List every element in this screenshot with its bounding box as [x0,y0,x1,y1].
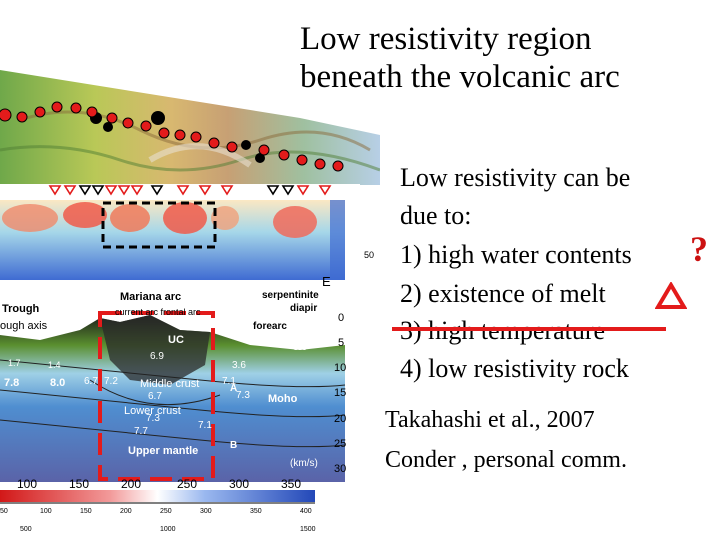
bottom-tick: 400 [300,508,312,515]
reference-2: Conder , personal comm. [385,447,627,473]
strikethrough-line [392,327,666,331]
label-lower-crust: Lower crust [124,405,181,417]
bottom-tick-2: 1000 [160,526,176,533]
bottom-tick: 300 [200,508,212,515]
label-serpentinite: serpentinite [262,290,319,301]
depth-tick: 15 [334,387,347,399]
velocity-value: 7.2 [104,376,118,387]
label-moho: Moho [268,393,298,405]
reference-1: Takahashi et al., 2007 [385,407,595,433]
depth-tick: 0 [338,312,345,324]
velocity-section [0,315,345,482]
distance-tick: 350 [281,477,302,491]
velocity-value: 1.4 [48,360,61,370]
label-arc-sub: current arc frontal arc [115,307,201,317]
reason-rock: 4) low resistivity rock [400,354,629,383]
distance-tick: 150 [69,477,90,491]
depth-tick: 20 [334,413,347,425]
label-east: E [322,274,331,289]
velocity-value: 7.1 [222,376,236,387]
velocity-value: 3.6 [232,360,246,371]
velocity-value: 7.8 [4,377,20,389]
velocity-value: 7.1 [198,420,212,431]
velocity-value: 7.7 [134,426,148,437]
velocity-value: 7.3 [146,413,160,424]
velocity-value: 8.0 [50,377,66,389]
title-line-2: beneath the volcanic arc [300,59,620,95]
colour-scale-bar [0,490,315,502]
label-b: B [230,440,238,451]
velocity-value: 7.3 [236,390,250,401]
depth-tick: 10 [334,362,347,374]
velocity-value: 5.6 [293,342,307,353]
figure-graphic [0,70,381,504]
velocity-value: 6.7 [84,376,98,387]
depth-tick: 30 [334,463,347,475]
triangle-outline-icon [654,281,688,310]
depth-tick: 5 [338,337,345,349]
bottom-tick: 350 [250,508,262,515]
velocity-value: 6.7 [148,391,162,402]
depth-tick: 25 [334,438,347,450]
distance-tick: 200 [121,477,142,491]
label-velocity-unit: (km/s) [290,458,318,469]
distance-tick: 300 [229,477,250,491]
velocity-value: 1.7 [8,358,21,368]
label-diapir: diapir [290,303,318,314]
title-line-1: Low resistivity region [300,21,592,57]
label-forearc: forearc [253,321,287,332]
upper-axis-tick: 50 [364,250,375,260]
label-trough: Trough [2,303,40,315]
bottom-tick: 200 [120,508,132,515]
highlight-box-red [98,311,215,481]
bottom-tick: 150 [80,508,92,515]
distance-tick: 100 [17,477,38,491]
label-upper-mantle: Upper mantle [128,445,199,457]
section-station-triangles [48,185,332,196]
bottom-tick-2: 1500 [300,526,316,533]
reason-water: 1) high water contents [400,240,632,269]
label-a: A [230,383,238,394]
station-markers [0,101,344,172]
velocity-value: 6.9 [150,351,164,362]
anomaly-box [101,201,217,249]
label-mariana-arc: Mariana arc [120,291,182,303]
label-trough-axis: ough axis [0,320,48,332]
reason-temperature: 3) high temperature [400,316,605,346]
bottom-tick: 50 [0,508,8,515]
reason-melt: 2) existence of melt [400,279,606,308]
bottom-tick: 250 [160,508,172,515]
bottom-tick: 100 [40,508,52,515]
label-middle-crust: Middle crust [140,378,200,390]
body-intro-1: Low resistivity can be [400,163,631,192]
body-intro-2: due to: [400,201,472,230]
label-uc: UC [168,334,184,346]
distance-tick: 250 [177,477,198,491]
bottom-tick-2: 500 [20,526,32,533]
question-mark: ? [690,229,708,269]
geoscience-figure: Trough ough axis Mariana arc current arc… [0,70,381,533]
